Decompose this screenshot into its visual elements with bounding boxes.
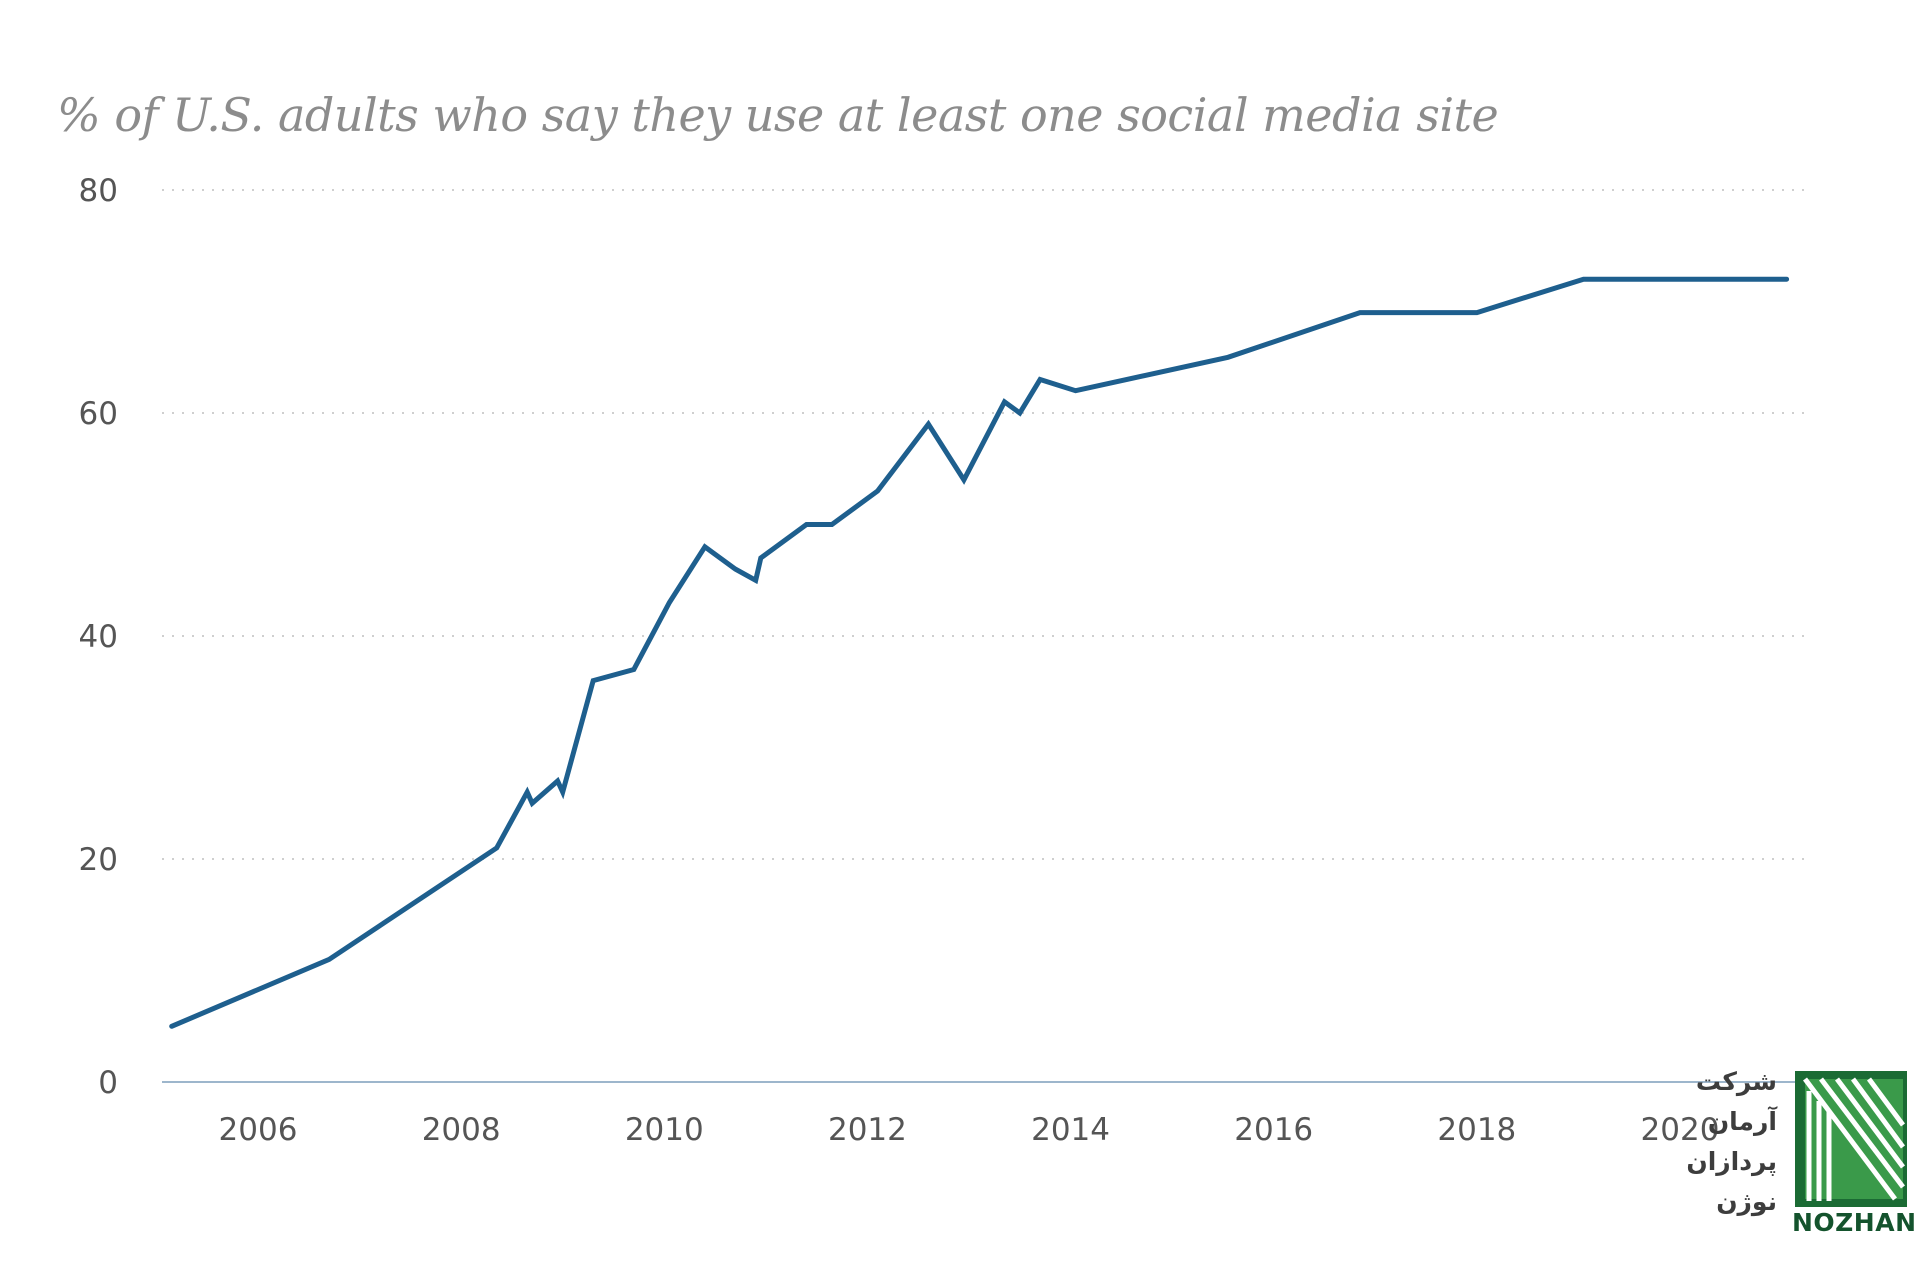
y-tick-label: 20: [79, 842, 118, 878]
x-tick-label: 2018: [1437, 1112, 1516, 1148]
x-tick-label: 2014: [1031, 1112, 1110, 1148]
series-layer: [169, 276, 1790, 1029]
company-logo: شرکت آرمان پردازان نوژن NOZHAN: [1686, 1065, 1916, 1245]
chart-title: % of U.S. adults who say they use at lea…: [57, 88, 1499, 142]
series-line: [169, 276, 1790, 1029]
x-tick-label: 2012: [828, 1112, 907, 1148]
logo-text-line3: پردازان: [1686, 1147, 1777, 1176]
y-axis-ticks: 0 20 40 60 80: [79, 173, 118, 1101]
gridlines: [162, 189, 1810, 860]
x-axis-ticks: 2006 2008 2010 2012 2014 2016 2018 2020: [219, 1112, 1720, 1148]
y-tick-label: 40: [79, 619, 118, 655]
x-tick-label: 2010: [625, 1112, 704, 1148]
x-tick-label: 2016: [1234, 1112, 1313, 1148]
logo-mark-icon: [1795, 1071, 1907, 1207]
x-tick-label: 2006: [219, 1112, 298, 1148]
y-tick-label: 60: [79, 396, 118, 432]
x-tick-label: 2020: [1641, 1112, 1720, 1148]
logo-text-line1: شرکت: [1695, 1067, 1777, 1096]
logo-text-line4: نوژن: [1716, 1187, 1777, 1216]
x-tick-label: 2008: [422, 1112, 501, 1148]
logo-text-line2: آرمان: [1707, 1107, 1777, 1136]
y-tick-label: 80: [79, 173, 118, 209]
logo-wordmark: NOZHAN: [1792, 1208, 1917, 1237]
y-tick-label: 0: [98, 1065, 118, 1101]
